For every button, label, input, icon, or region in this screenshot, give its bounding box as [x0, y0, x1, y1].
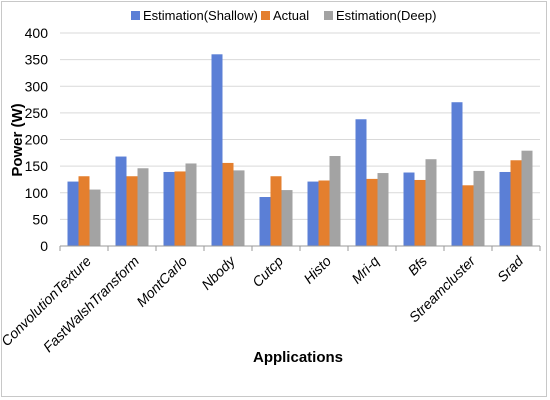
bar-estimation-deep-cutcp: [281, 190, 293, 246]
bar-estimation-shallow-mri-q: [355, 119, 367, 246]
x-tick-label: Srad: [494, 252, 527, 285]
bar-estimation-shallow-srad: [499, 171, 511, 246]
y-tick-label: 0: [40, 238, 48, 254]
x-tick-label: Nbody: [198, 252, 239, 293]
x-tick-label: Bfs: [404, 253, 430, 279]
bar-actual-srad: [510, 160, 522, 246]
y-tick-label: 150: [25, 158, 49, 174]
bar-actual-streamcluster: [462, 185, 474, 246]
bar-estimation-shallow-nbody: [211, 54, 223, 246]
bar-estimation-shallow-cutcp: [259, 197, 271, 246]
bar-estimation-deep-nbody: [233, 170, 245, 246]
bar-estimation-shallow-fastwalshtransform: [115, 156, 127, 246]
legend-swatch-estimation-shallow: [131, 11, 140, 20]
bar-actual-histo: [318, 180, 330, 246]
bar-estimation-deep-histo: [329, 156, 341, 246]
y-tick-label: 200: [25, 132, 49, 148]
x-tick-label: FastWalshTransform: [40, 253, 142, 355]
bar-estimation-deep-montcarlo: [185, 163, 197, 246]
x-tick-label: Mri-q: [348, 253, 382, 287]
bar-estimation-shallow-convolutiontexture: [67, 181, 79, 246]
y-tick-label: 400: [25, 25, 49, 41]
bar-estimation-shallow-streamcluster: [451, 102, 463, 246]
bar-estimation-deep-srad: [521, 150, 533, 246]
x-tick-label: ConvolutionTexture: [0, 253, 94, 349]
x-tick-labels: ConvolutionTextureFastWalshTransformMont…: [0, 252, 527, 355]
bar-estimation-deep-convolutiontexture: [89, 189, 101, 246]
bar-estimation-shallow-histo: [307, 181, 319, 246]
bar-actual-montcarlo: [174, 171, 186, 246]
legend-label-actual: Actual: [273, 8, 309, 23]
legend-swatch-actual: [261, 11, 270, 20]
bar-actual-mri-q: [366, 178, 378, 246]
y-tick-label: 300: [25, 78, 49, 94]
y-tick-label: 50: [32, 211, 48, 227]
legend-label-estimation-deep: Estimation(Deep): [336, 8, 436, 23]
x-tick-label: Cutcp: [249, 253, 286, 290]
bar-estimation-deep-fastwalshtransform: [137, 168, 149, 246]
x-tick-label: Histo: [300, 253, 334, 287]
axes: [59, 245, 541, 251]
bar-estimation-deep-bfs: [425, 159, 437, 246]
legend-label-estimation-shallow: Estimation(Shallow): [143, 8, 258, 23]
legend: Estimation(Shallow) Actual Estimation(De…: [131, 8, 436, 23]
bar-estimation-deep-streamcluster: [473, 170, 485, 246]
bar-actual-bfs: [414, 179, 426, 246]
bars: [67, 54, 533, 246]
bar-estimation-shallow-bfs: [403, 172, 415, 246]
bar-actual-convolutiontexture: [78, 176, 90, 246]
y-tick-label: 350: [25, 52, 49, 68]
bar-estimation-shallow-montcarlo: [163, 171, 175, 246]
bar-estimation-deep-mri-q: [377, 173, 389, 246]
y-tick-labels: 0 50 100 150 200 250 300 350 400: [25, 25, 49, 254]
y-axis-title: Power (W): [9, 103, 26, 176]
x-axis-title: Applications: [253, 349, 343, 366]
legend-swatch-estimation-deep: [324, 11, 333, 20]
x-tick-label: MontCarlo: [133, 253, 190, 310]
bar-actual-cutcp: [270, 176, 282, 246]
y-tick-label: 250: [25, 105, 49, 121]
bar-actual-fastwalshtransform: [126, 176, 138, 246]
bar-actual-nbody: [222, 162, 234, 246]
y-tick-label: 100: [25, 185, 49, 201]
